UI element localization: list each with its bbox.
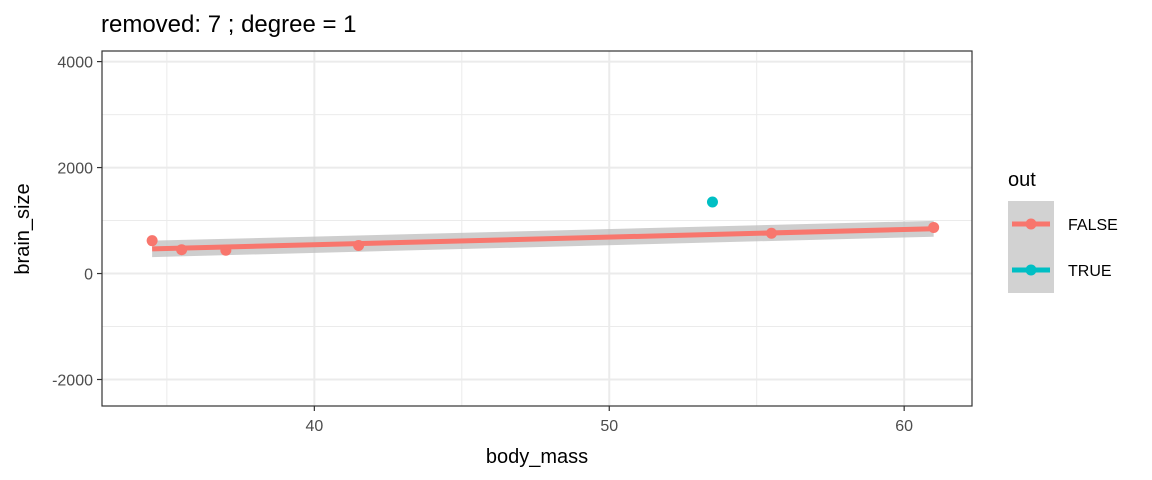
data-point-false: [220, 244, 232, 256]
plot-area: 40 50 60 -2000 0 2000 4000: [52, 50, 973, 435]
y-tick-label: 4000: [57, 55, 93, 72]
x-tick-label: 50: [600, 418, 618, 435]
panel-border: [101, 50, 973, 407]
data-point-false: [353, 239, 365, 251]
data-point-false: [928, 221, 940, 233]
chart-title: removed: 7 ; degree = 1: [101, 11, 357, 38]
y-axis-label: brain_size: [12, 183, 34, 274]
x-tick-label: 60: [895, 418, 913, 435]
legend-point-true: [1025, 264, 1037, 276]
y-tick-label: 2000: [57, 161, 93, 178]
x-axis-label: body_mass: [486, 446, 588, 468]
legend-keys: FALSE TRUE: [1008, 201, 1118, 293]
data-point-false: [146, 235, 158, 247]
legend-title: out: [1008, 169, 1036, 191]
data-point-false: [765, 227, 777, 239]
fit-line: [152, 226, 934, 252]
y-tick-label: 0: [84, 267, 93, 284]
legend: out FALSE TRUE: [1008, 169, 1118, 293]
x-tick-label: 40: [305, 418, 323, 435]
y-tick-label: -2000: [52, 373, 93, 390]
data-point-true: [706, 196, 718, 208]
data-point-false: [176, 244, 188, 256]
legend-label-false: FALSE: [1068, 217, 1118, 234]
legend-point-false: [1025, 218, 1037, 230]
legend-label-true: TRUE: [1068, 263, 1112, 280]
